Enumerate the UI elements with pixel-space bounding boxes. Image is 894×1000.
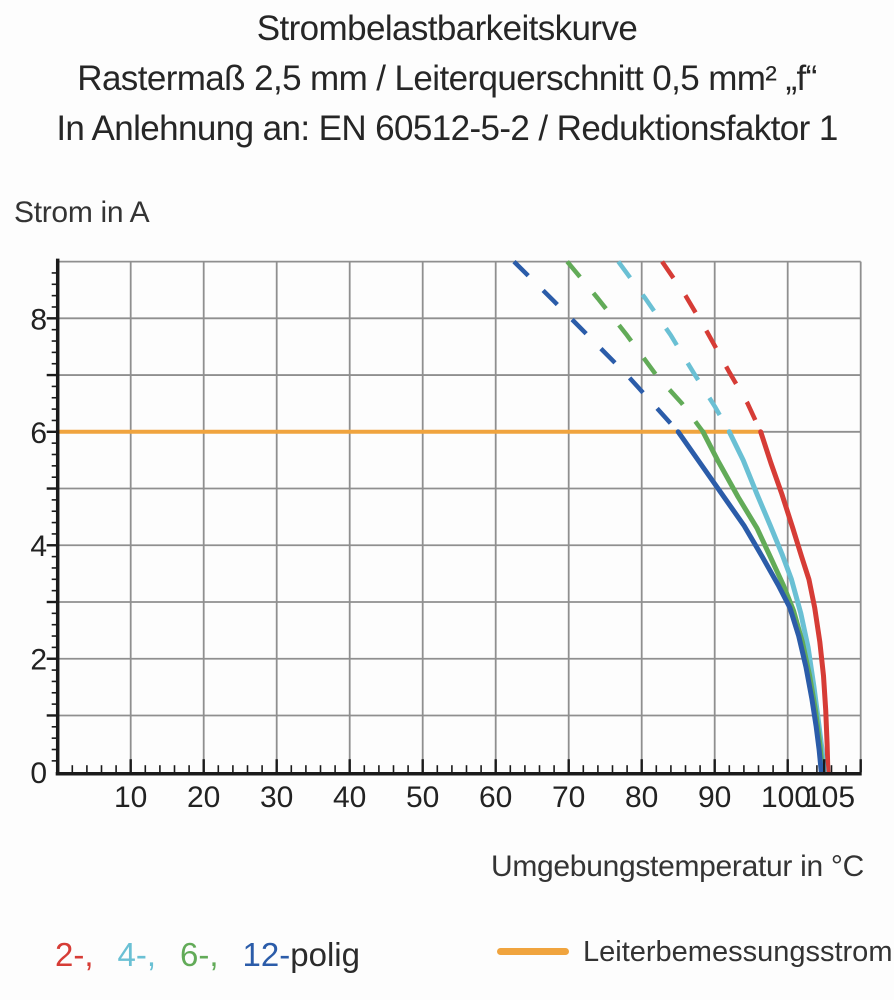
y-tick-label: 6 — [30, 417, 47, 450]
y-tick-label: 4 — [30, 530, 47, 563]
legend-poles: 2-, 4-, 6-, 12-polig — [55, 936, 360, 974]
legend-rated-current: Leiterbemessungsstrom — [497, 936, 892, 969]
curve-dashed-12-polig — [512, 260, 680, 434]
x-tick-label: 40 — [333, 781, 366, 814]
x-tick-label: 60 — [479, 781, 512, 814]
x-tick-label: 50 — [406, 781, 439, 814]
y-tick-label: 0 — [30, 757, 47, 790]
chart-title-block: Strombelastbarkeitskurve Rastermaß 2,5 m… — [0, 4, 894, 154]
x-tick-label: 105 — [805, 781, 855, 814]
legend-pole-2: 2-, — [55, 936, 94, 973]
x-tick-label: 30 — [260, 781, 293, 814]
chart-title-line2: Rastermaß 2,5 mm / Leiterquerschnitt 0,5… — [77, 59, 817, 98]
rated-current-swatch — [497, 948, 569, 955]
chart-title-line3: In Anlehnung an: EN 60512-5-2 / Reduktio… — [56, 109, 838, 148]
legend-pole-12: 12- — [242, 936, 291, 973]
x-tick-label: 80 — [625, 781, 658, 814]
curve-dashed-6-polig — [565, 260, 705, 434]
legend-poles-suffix: polig — [290, 936, 360, 973]
curve-solid-2-polig — [758, 429, 831, 775]
x-tick-label: 90 — [698, 781, 731, 814]
curve-dashed-2-polig — [660, 260, 763, 433]
x-tick-label: 10 — [114, 781, 147, 814]
curve-dashed-4-polig — [616, 260, 732, 433]
y-tick-label: 8 — [30, 303, 47, 336]
curve-layer — [512, 260, 831, 775]
x-axis-title: Umgebungstemperatur in °C — [490, 850, 864, 883]
legend: 2-, 4-, 6-, 12-polig Leiterbemessungsstrom — [0, 936, 894, 986]
legend-pole-4: 4-, — [117, 936, 157, 973]
legend-rated-label: Leiterbemessungsstrom — [583, 936, 893, 968]
chart-title-line1: Strombelastbarkeitskurve — [256, 9, 638, 48]
x-tick-labels: 10 20 30 40 50 60 70 80 90 100 105 — [114, 781, 855, 814]
axis-lines — [55, 258, 862, 776]
x-tick-label: 70 — [552, 781, 585, 814]
curve-solid-12-polig — [675, 429, 824, 775]
legend-pole-6: 6-, — [180, 936, 219, 973]
tick-marks — [46, 272, 862, 773]
x-tick-label: 100 — [761, 781, 811, 814]
y-tick-labels: 0 2 4 6 8 — [30, 303, 47, 790]
y-tick-label: 2 — [30, 644, 47, 677]
x-tick-label: 20 — [187, 781, 220, 814]
y-axis-title: Strom in A — [14, 196, 150, 229]
